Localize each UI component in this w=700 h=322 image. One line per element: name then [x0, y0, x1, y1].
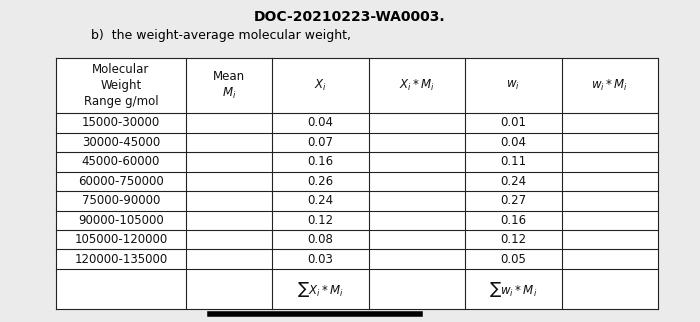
- Text: 0.08: 0.08: [307, 233, 333, 246]
- Text: 0.24: 0.24: [500, 175, 526, 188]
- Text: 0.16: 0.16: [307, 156, 333, 168]
- Text: 0.24: 0.24: [307, 194, 333, 207]
- Text: 90000-105000: 90000-105000: [78, 214, 164, 227]
- Text: Molecular
Weight
Range g/mol: Molecular Weight Range g/mol: [83, 63, 158, 108]
- Text: $w_i * M_i$: $w_i * M_i$: [592, 78, 629, 93]
- Text: $X_i$: $X_i$: [314, 78, 327, 93]
- Text: Mean
$M_i$: Mean $M_i$: [213, 70, 245, 101]
- Text: 45000-60000: 45000-60000: [82, 156, 160, 168]
- Text: 75000-90000: 75000-90000: [82, 194, 160, 207]
- Text: 0.03: 0.03: [307, 253, 333, 266]
- Text: $\sum w_i * M_i$: $\sum w_i * M_i$: [489, 279, 538, 298]
- Text: 120000-135000: 120000-135000: [74, 253, 167, 266]
- Text: $\sum X_i * M_i$: $\sum X_i * M_i$: [297, 279, 344, 298]
- Text: 0.11: 0.11: [500, 156, 526, 168]
- Text: 30000-45000: 30000-45000: [82, 136, 160, 149]
- Text: 0.16: 0.16: [500, 214, 526, 227]
- Text: 0.12: 0.12: [307, 214, 333, 227]
- Text: $X_i * M_i$: $X_i * M_i$: [399, 78, 435, 93]
- Text: 0.26: 0.26: [307, 175, 333, 188]
- Text: 0.01: 0.01: [500, 117, 526, 129]
- Text: 60000-750000: 60000-750000: [78, 175, 164, 188]
- Text: b)  the weight-average molecular weight,: b) the weight-average molecular weight,: [91, 29, 351, 42]
- Text: 0.07: 0.07: [307, 136, 333, 149]
- Text: $w_i$: $w_i$: [506, 79, 520, 92]
- Text: 15000-30000: 15000-30000: [82, 117, 160, 129]
- Text: 0.27: 0.27: [500, 194, 526, 207]
- Text: 0.05: 0.05: [500, 253, 526, 266]
- Text: 0.04: 0.04: [307, 117, 333, 129]
- Text: DOC-20210223-WA0003.: DOC-20210223-WA0003.: [254, 10, 446, 24]
- Text: 0.12: 0.12: [500, 233, 526, 246]
- Text: 105000-120000: 105000-120000: [74, 233, 167, 246]
- Text: 0.04: 0.04: [500, 136, 526, 149]
